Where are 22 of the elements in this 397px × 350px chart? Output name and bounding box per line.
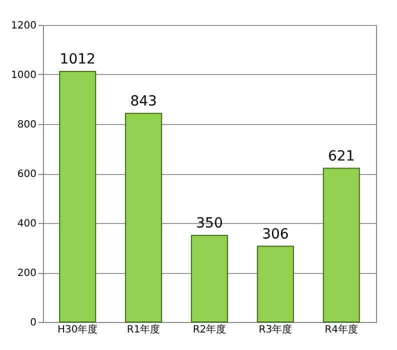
x-tick-label: R4年度 (324, 324, 358, 336)
y-tick-label: 0 (30, 318, 36, 328)
data-label: 306 (262, 226, 289, 242)
data-label: 350 (196, 215, 223, 232)
bar (125, 112, 162, 322)
y-tick-label: 800 (17, 120, 36, 130)
data-label: 621 (328, 148, 355, 164)
y-tick-label: 400 (17, 218, 36, 230)
y-tick-label: 200 (17, 268, 36, 279)
bar (322, 168, 360, 322)
x-tick-label: R3年度 (258, 324, 292, 336)
x-tick-label: R1年度 (126, 324, 160, 336)
y-tick-label: 1200 (11, 20, 36, 32)
data-label: 1012 (60, 52, 96, 68)
bar (256, 246, 294, 322)
data-label: 843 (130, 93, 157, 110)
x-tick-label: H30年度 (57, 324, 98, 336)
bar (191, 234, 228, 322)
bar (59, 71, 96, 322)
x-tick-label: R2年度 (192, 324, 226, 336)
y-tick-label: 1000 (11, 70, 36, 81)
y-tick-label: 600 (17, 169, 36, 180)
